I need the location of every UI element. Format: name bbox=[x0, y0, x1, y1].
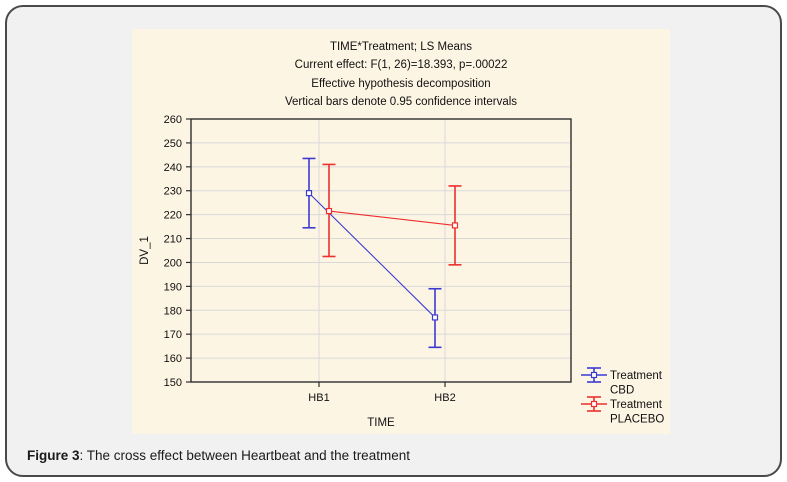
y-tick-label: 170 bbox=[164, 329, 182, 341]
legend-label-line2: PLACEBO bbox=[610, 414, 664, 426]
figure-caption-label: Figure 3 bbox=[27, 448, 80, 463]
x-tick-label: HB1 bbox=[308, 392, 329, 404]
x-axis-title: TIME bbox=[367, 417, 395, 429]
figure-caption-text: : The cross effect between Heartbeat and… bbox=[79, 448, 410, 463]
legend-symbol-marker bbox=[590, 400, 598, 408]
chart-header: TIME*Treatment; LS Means Current effect:… bbox=[132, 38, 670, 112]
legend-label-line2: CBD bbox=[610, 385, 634, 397]
plot-frame bbox=[190, 118, 572, 383]
chart-subtitle-error-bars: Vertical bars denote 0.95 confidence int… bbox=[284, 96, 518, 109]
legend-symbol-marker bbox=[590, 371, 598, 379]
y-tick-label: 220 bbox=[164, 210, 182, 222]
chart-title: TIME*Treatment; LS Means bbox=[329, 41, 473, 53]
y-tick-label: 230 bbox=[164, 186, 182, 198]
data-point-marker bbox=[451, 222, 459, 229]
y-tick-label: 210 bbox=[164, 234, 182, 246]
legend-label-line1: Treatment bbox=[610, 399, 663, 411]
y-tick-label: 240 bbox=[164, 162, 182, 174]
x-tick-label: HB2 bbox=[434, 392, 455, 404]
series-line bbox=[328, 210, 456, 226]
y-tick-label: 160 bbox=[164, 353, 182, 365]
y-tick-label: 150 bbox=[164, 377, 182, 389]
chart-subtitle-hypothesis: Effective hypothesis decomposition bbox=[311, 77, 491, 90]
y-tick-label: 250 bbox=[164, 138, 182, 150]
y-tick-label: 260 bbox=[164, 114, 182, 126]
chart-subtitle-effect: Current effect: F(1, 26)=18.393, p=.0002… bbox=[294, 59, 508, 72]
y-tick-label: 180 bbox=[164, 305, 182, 317]
data-point-marker bbox=[431, 314, 439, 321]
y-axis-title: DV_1 bbox=[139, 236, 151, 265]
y-tick-label: 190 bbox=[164, 281, 182, 293]
figure-caption: Figure 3: The cross effect between Heart… bbox=[27, 448, 410, 463]
y-tick-label: 200 bbox=[164, 257, 182, 269]
interaction-plot: 150 160 170 180 190 200 210 220 230 240 250 260 HB1 H… bbox=[139, 114, 664, 429]
data-point-marker bbox=[325, 207, 333, 215]
data-point-marker bbox=[305, 190, 313, 197]
legend-label-line1: Treatment bbox=[610, 370, 663, 382]
figure-panel: TIME*Treatment; LS Means Current effect:… bbox=[132, 29, 670, 434]
figure-card: TIME*Treatment; LS Means Current effect:… bbox=[5, 5, 782, 477]
